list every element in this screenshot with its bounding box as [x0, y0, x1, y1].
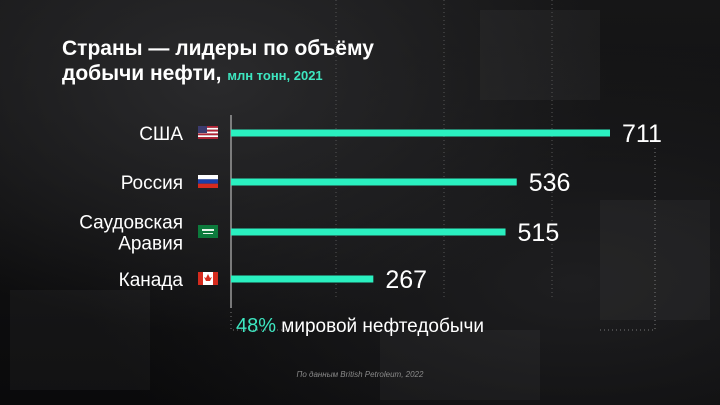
- title-line-1: Страны — лидеры по объёму: [62, 37, 374, 60]
- canada-flag-icon: [198, 272, 218, 285]
- title-line-2: добычи нефти,: [62, 62, 222, 85]
- world-share-text: мировой нефтедобычи: [281, 316, 485, 337]
- bar-2: [231, 228, 506, 236]
- category-label-0: США: [139, 124, 183, 145]
- share-bracket-right: [600, 148, 656, 331]
- value-label-0: 711: [622, 120, 662, 148]
- russia-flag-icon: [198, 175, 218, 188]
- value-label-1: 536: [529, 169, 571, 197]
- bar-1: [231, 178, 517, 186]
- category-label-3: Канада: [119, 270, 184, 291]
- chart-title: Страны — лидеры по объёму добычи нефти, …: [62, 36, 374, 88]
- world-share-percent: 48%: [235, 315, 276, 337]
- category-label-2: Аравия: [118, 234, 183, 255]
- category-label-1: Россия: [121, 173, 183, 194]
- category-label-2: Саудовская: [79, 213, 183, 234]
- world-share-annotation: 48% мировой нефтедобычи: [0, 315, 720, 338]
- title-unit: млн тонн, 2021: [227, 68, 323, 83]
- bar-0: [231, 129, 610, 137]
- value-label-3: 267: [385, 266, 427, 294]
- source-footnote: По данным British Petroleum, 2022: [296, 370, 424, 379]
- us-flag-icon: [198, 126, 218, 139]
- saudi-arabia-flag-icon: [198, 225, 218, 238]
- value-label-2: 515: [518, 219, 560, 247]
- bar-3: [231, 275, 374, 283]
